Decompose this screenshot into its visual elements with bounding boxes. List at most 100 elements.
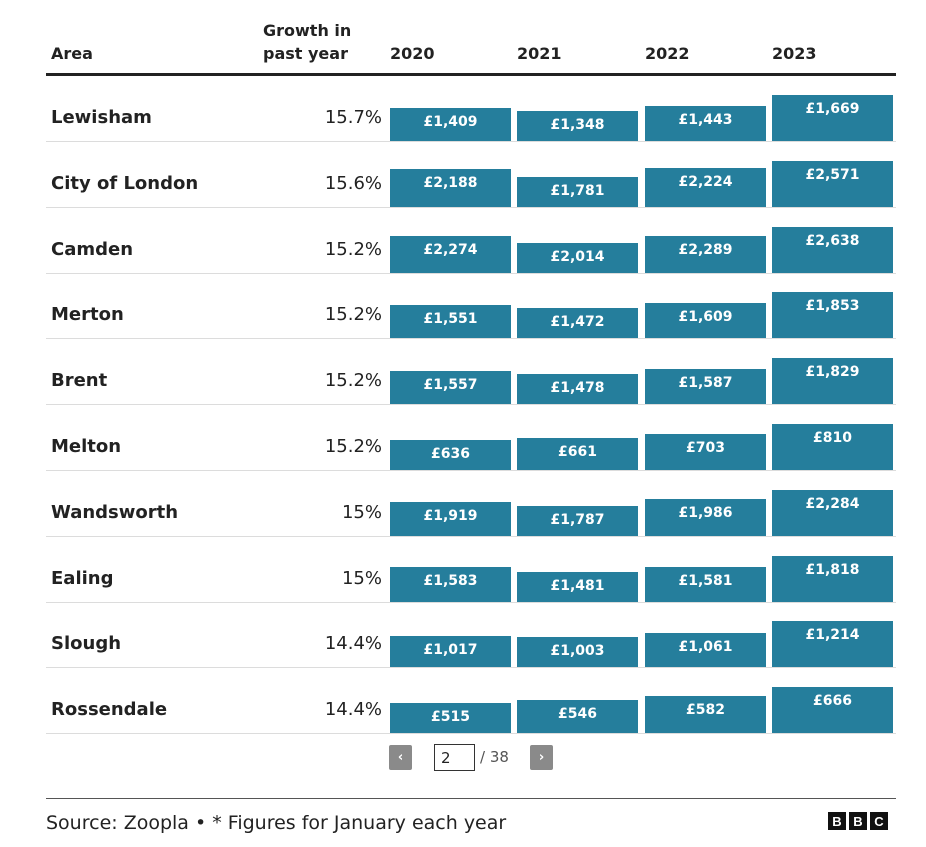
bar-value-label: £1,853 [805,298,860,315]
bar-2020: £1,583 [390,566,511,602]
bbc-logo-letter: B [849,812,867,830]
bar-value-label: £2,188 [423,174,478,191]
bar-2020: £515 [390,703,511,734]
row-bars: £1,551 £1,472 £1,609 £1,853 [390,273,895,339]
header-year-2023: 2023 [772,44,817,63]
header-year-2020: 2020 [390,44,435,63]
header-growth-line1: Growth in [263,21,352,40]
bar-value-label: £2,571 [805,166,860,183]
bar-2022: £1,061 [645,633,766,668]
bar-value-label: £546 [558,705,597,722]
bar-value-label: £1,214 [805,627,860,644]
row-bars: £2,274 £2,014 £2,289 £2,638 [390,208,895,274]
bar-2021: £2,014 [517,242,638,273]
row-area-label: Lewisham [51,107,152,128]
table-row: Wandsworth 15% £1,919 £1,787 £1,986 £2,284 [46,471,896,537]
row-area-label: Camden [51,238,134,260]
bar-2023: £2,638 [772,226,893,273]
row-growth-value: 15.6% [324,172,382,194]
bar-value-label: £2,638 [805,232,860,249]
bar-value-label: £1,781 [550,182,605,199]
table-row: City of London 15.6% £2,188 £1,781 £2,224 £2,… [46,142,896,208]
table-row: Melton 15.2% £636 £661 £703 £810 [46,405,896,471]
bar-2022: £2,224 [645,167,766,207]
bar-2022: £1,581 [645,566,766,602]
bar-2022: £1,587 [645,369,766,405]
row-area-label: Brent [51,370,108,392]
bar-2021: £1,472 [517,308,638,339]
table-row: Rossendale 14.4% £515 £546 £582 £666 [46,668,896,735]
bar-2020: £1,409 [390,108,511,141]
bar-value-label: £2,014 [550,248,605,265]
row-area-label: Rossendale [51,699,168,721]
row-area-label: Ealing [51,567,114,589]
bar-value-label: £1,409 [423,114,478,130]
row-area-label: City of London [51,172,199,194]
bar-2022: £2,289 [645,235,766,273]
bar-2023: £2,284 [772,489,893,536]
table-row: Slough 14.4% £1,017 £1,003 £1,061 £1,214 [46,602,896,669]
bar-value-label: £1,478 [550,380,605,397]
bar-2022: £1,609 [645,302,766,339]
bar-value-label: £582 [686,702,725,719]
prev-page-button[interactable]: ‹ [389,745,412,770]
bar-value-label: £1,919 [423,507,478,524]
header-growth-line2: past year [263,44,348,63]
bar-2022: £1,443 [645,106,766,141]
bar-2021: £1,781 [517,176,638,207]
table-row: Ealing 15% £1,583 £1,481 £1,581 £1,818 [46,537,896,603]
bar-value-label: £2,289 [678,241,733,258]
bar-value-label: £1,061 [678,639,733,655]
bar-2020: £1,557 [390,370,511,405]
row-area-label: Melton [51,436,122,457]
row-growth-value: 15% [341,567,382,589]
bar-2023: £1,853 [772,292,893,339]
header-year-2021: 2021 [517,44,562,63]
table-row: Camden 15.2% £2,274 £2,014 £2,289 £2,638 [46,208,896,274]
row-growth-value: 15% [341,501,382,523]
page-number-input[interactable] [434,744,475,771]
bbc-logo: B B C [828,812,888,830]
bar-value-label: £1,587 [678,375,733,392]
bar-2021: £1,003 [517,637,638,668]
bar-value-label: £2,224 [678,173,733,190]
row-growth-value: 14.4% [324,699,382,721]
bar-value-label: £1,669 [805,101,860,117]
bar-value-label: £636 [431,446,470,462]
bbc-logo-letter: B [828,812,846,830]
bar-value-label: £1,481 [550,577,605,594]
bar-2021: £661 [517,437,638,470]
chevron-left-icon: ‹ [397,750,404,765]
bar-value-label: £2,284 [805,495,860,512]
bar-value-label: £1,472 [550,314,605,331]
header-area: Area [51,44,93,63]
row-growth-value: 15.2% [324,238,382,260]
bar-2023: £1,818 [772,555,893,602]
header-growth: Growth in past year [263,19,351,65]
bar-value-label: £1,829 [805,364,860,381]
table-row: Lewisham 15.7% £1,409 £1,348 £1,443 £1,669 [46,76,896,142]
bar-value-label: £703 [686,439,725,456]
next-page-button[interactable]: › [530,745,553,770]
page-total: / 38 [480,748,509,766]
bar-2023: £810 [772,424,893,470]
footer-divider [46,798,896,799]
chevron-right-icon: › [538,750,545,765]
row-area-label: Slough [51,633,122,655]
row-bars: £1,557 £1,478 £1,587 £1,829 [390,339,895,405]
bar-2021: £1,787 [517,505,638,536]
bar-2023: £1,829 [772,358,893,405]
bar-2023: £1,214 [772,621,893,668]
bar-2023: £1,669 [772,95,893,141]
row-area-label: Wandsworth [51,501,179,523]
bar-2023: £2,571 [772,160,893,207]
bar-value-label: £1,017 [423,642,478,659]
bar-value-label: £1,003 [550,643,605,660]
bar-2020: £1,551 [390,305,511,339]
bar-2020: £2,274 [390,235,511,273]
row-bars: £1,583 £1,481 £1,581 £1,818 [390,537,895,603]
row-area-label: Merton [51,304,124,326]
row-growth-value: 15.2% [324,304,382,326]
bar-2020: £1,017 [390,636,511,668]
bar-value-label: £2,274 [423,241,478,258]
